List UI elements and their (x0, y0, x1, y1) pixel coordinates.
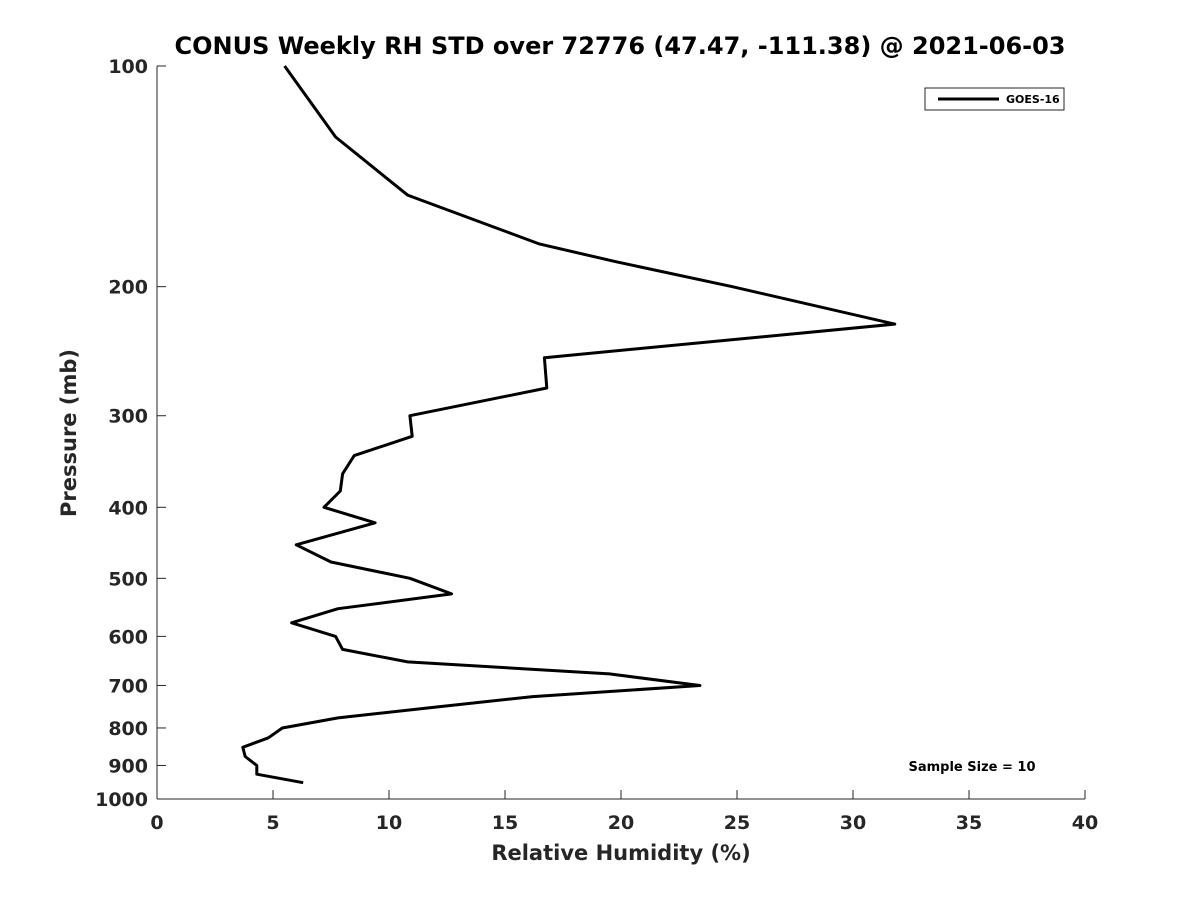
axes: 0 5 10 15 20 25 30 35 40 100 200 300 400 500 600 700 800… (95, 56, 1098, 834)
y-tick-label: 1000 (95, 789, 148, 811)
y-tick-label: 900 (108, 755, 148, 777)
x-tick-label: 40 (1072, 812, 1098, 834)
y-tick-label: 400 (108, 497, 148, 519)
x-tick-label: 20 (608, 812, 634, 834)
y-tick-label: 200 (108, 277, 148, 299)
x-axis-label: Relative Humidity (%) (491, 841, 750, 865)
x-tick-label: 30 (840, 812, 866, 834)
y-tick-label: 100 (108, 56, 148, 78)
y-tick-label: 300 (108, 406, 148, 428)
x-tick-label: 35 (956, 812, 982, 834)
legend: GOES-16 (924, 87, 1065, 111)
y-tick-label: 600 (108, 626, 148, 648)
plot-area (157, 66, 1085, 799)
y-tick-label: 700 (108, 675, 148, 697)
x-tick-label: 0 (150, 812, 163, 834)
y-axis-label: Pressure (mb) (57, 349, 81, 517)
sample-size-annotation: Sample Size = 10 (908, 760, 1035, 775)
series-line-goes-16 (241, 65, 897, 785)
chart-title: CONUS Weekly RH STD over 72776 (47.47, -… (174, 32, 1065, 60)
legend-label-goes-16: GOES-16 (1006, 93, 1060, 106)
y-tick-label: 800 (108, 718, 148, 740)
x-tick-label: 5 (266, 812, 279, 834)
series-layer (241, 65, 897, 785)
x-tick-label: 10 (376, 812, 402, 834)
y-tick-label: 500 (108, 568, 148, 590)
x-tick-label: 15 (492, 812, 518, 834)
x-tick-label: 25 (724, 812, 750, 834)
